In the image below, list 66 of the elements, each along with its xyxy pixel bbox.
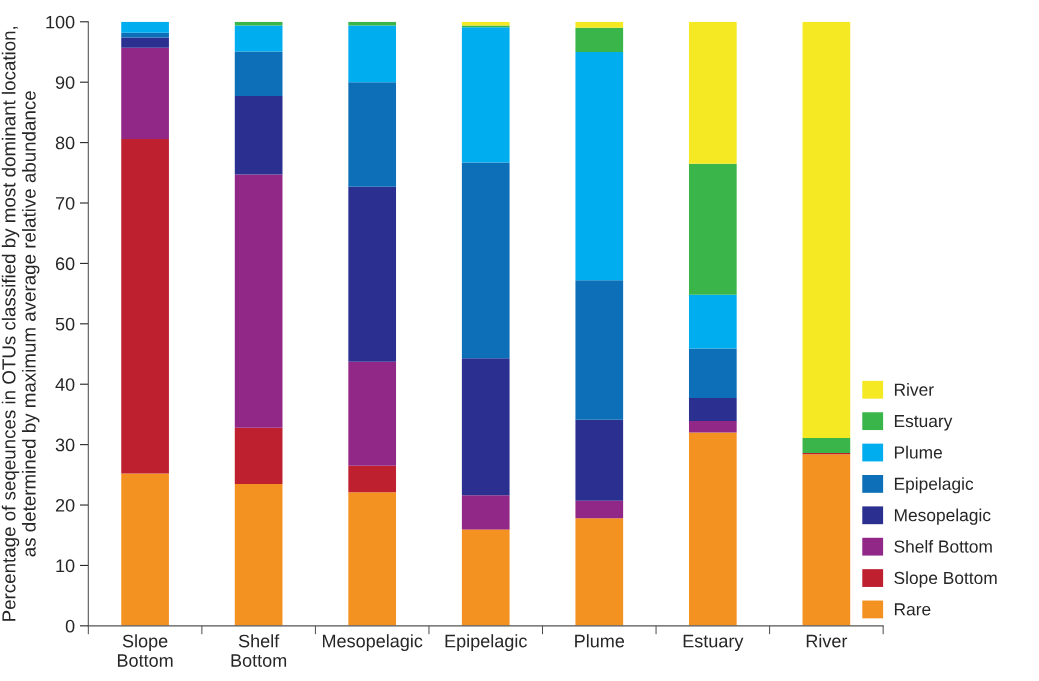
- bar: [461, 162, 510, 359]
- x-tick-label: Shelf Bottom: [231, 634, 287, 667]
- y-tick-label: 10: [56, 559, 75, 573]
- x-tick-label: Slope Bottom: [117, 634, 173, 667]
- bar: [121, 37, 169, 48]
- y-tick-label: 70: [55, 196, 75, 210]
- bar: [802, 454, 851, 626]
- legend-label: Slope Bottom: [894, 571, 997, 588]
- bar: [461, 27, 510, 163]
- legend-label: Epipelagic: [894, 477, 974, 494]
- y-tick-label: 50: [55, 317, 75, 331]
- legend-label: River: [894, 383, 934, 396]
- bar: [461, 358, 510, 496]
- y-tick-label: 0: [65, 619, 75, 633]
- y-tick-label: 100: [46, 15, 75, 29]
- bar: [234, 25, 283, 52]
- bar: [575, 518, 624, 626]
- bar: [121, 21, 169, 33]
- y-tick-label: 30: [55, 438, 75, 452]
- bar: [688, 432, 737, 626]
- bar: [234, 174, 283, 428]
- y-axis-title: Percentage of seqeunces in OTUs classified by most dominant location, as determined by maximum average relative abundance: [1, 26, 40, 621]
- bar: [575, 419, 624, 501]
- legend-label: Estuary: [894, 415, 953, 431]
- x-tick-label: River: [806, 634, 848, 648]
- bar: [234, 51, 283, 97]
- bar: [121, 47, 169, 139]
- bar: [688, 398, 737, 422]
- bar: [575, 27, 624, 52]
- bar: [802, 437, 851, 454]
- bar: [234, 483, 283, 626]
- legend-label: Plume: [894, 445, 942, 459]
- bar: [461, 495, 510, 530]
- bar: [121, 473, 169, 626]
- bar: [348, 82, 397, 187]
- x-tick-label: Epipelagic: [445, 634, 527, 651]
- bar: [688, 421, 737, 433]
- y-tick-label: 40: [55, 378, 75, 391]
- bar: [348, 465, 397, 493]
- x-tick-label: Estuary: [683, 634, 744, 651]
- y-tick-label: 20: [55, 498, 75, 512]
- bar: [234, 427, 283, 484]
- bar: [688, 294, 737, 349]
- bar: [688, 348, 737, 399]
- bar: [234, 96, 283, 175]
- bar: [575, 21, 624, 28]
- bar: [121, 138, 169, 474]
- bar: [348, 361, 397, 466]
- bar: [461, 529, 510, 626]
- y-tick-label: 80: [55, 136, 75, 150]
- bar: [348, 492, 397, 626]
- x-tick-label: Plume: [575, 634, 625, 648]
- legend-label: Shelf Bottom: [894, 539, 992, 553]
- bar: [688, 21, 737, 164]
- legend-label: Rare: [894, 603, 931, 616]
- bar: [575, 51, 624, 281]
- bar: [575, 280, 624, 420]
- x-tick-label: Mesopelagic: [322, 634, 423, 651]
- bar: [348, 25, 397, 83]
- y-tick-label: 60: [55, 257, 75, 271]
- legend-label: Mesopelagic: [894, 508, 991, 525]
- bar: [802, 21, 851, 438]
- bar: [575, 500, 624, 519]
- bar: [348, 186, 397, 362]
- bar: [688, 163, 737, 295]
- y-tick-label: 90: [55, 76, 75, 89]
